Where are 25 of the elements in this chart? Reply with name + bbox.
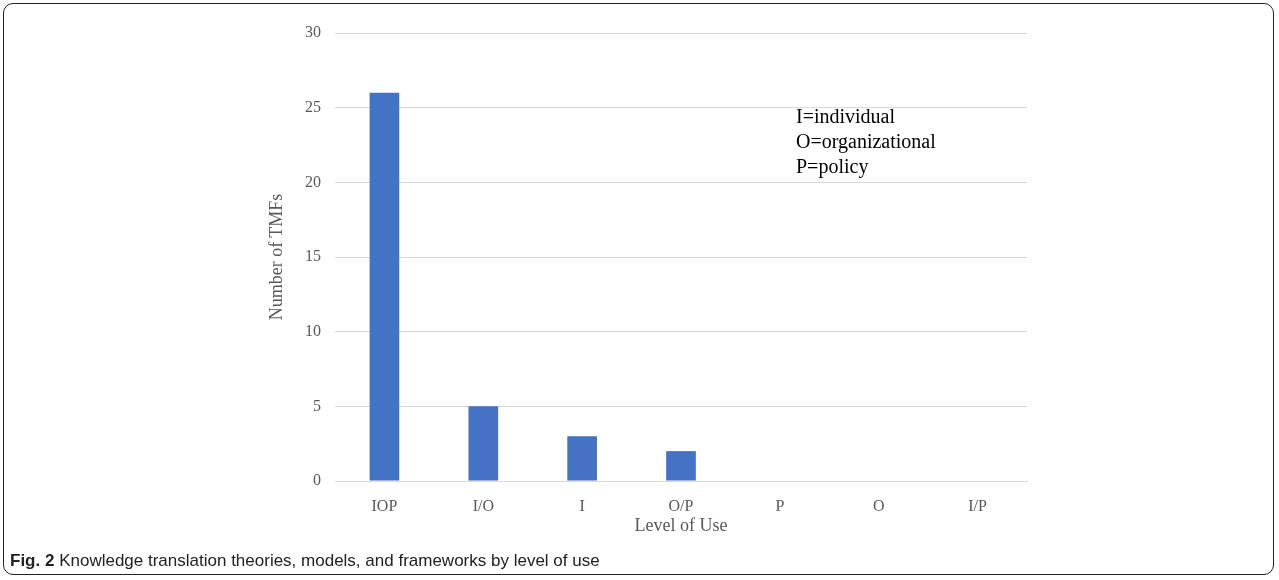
x-tick-label: I/O	[472, 496, 494, 514]
bar	[468, 406, 499, 481]
x-tick-label: O/P	[668, 496, 694, 514]
caption: Fig. 2	[10, 551, 55, 570]
x-axis-title: Level of Use	[634, 514, 728, 535]
y-tick-label: 0	[313, 471, 321, 489]
y-axis-title: Number of TMFs	[265, 193, 286, 321]
y-tick-label: 5	[313, 396, 321, 414]
bar	[567, 436, 597, 481]
y-tick-label: 25	[305, 97, 321, 115]
text: Knowledge translation theories, models, and frameworks by level of use	[59, 551, 600, 570]
bar	[369, 92, 400, 481]
y-tick-label: 15	[305, 247, 321, 265]
x-tick-label: I/P	[968, 496, 988, 514]
x-tick-label: I	[579, 496, 585, 514]
bar	[666, 451, 696, 481]
y-tick-label: 30	[305, 23, 321, 41]
x-tick-label: P	[775, 496, 785, 514]
annotation: P=policy	[796, 155, 869, 179]
y-tick-label: 20	[305, 172, 321, 190]
y-tick-label: 10	[305, 321, 321, 339]
x-tick-label: O	[872, 496, 885, 514]
annotation: I=individual	[796, 105, 896, 128]
x-tick-label: IOP	[371, 496, 398, 514]
annotation: O=organizational	[796, 130, 937, 154]
